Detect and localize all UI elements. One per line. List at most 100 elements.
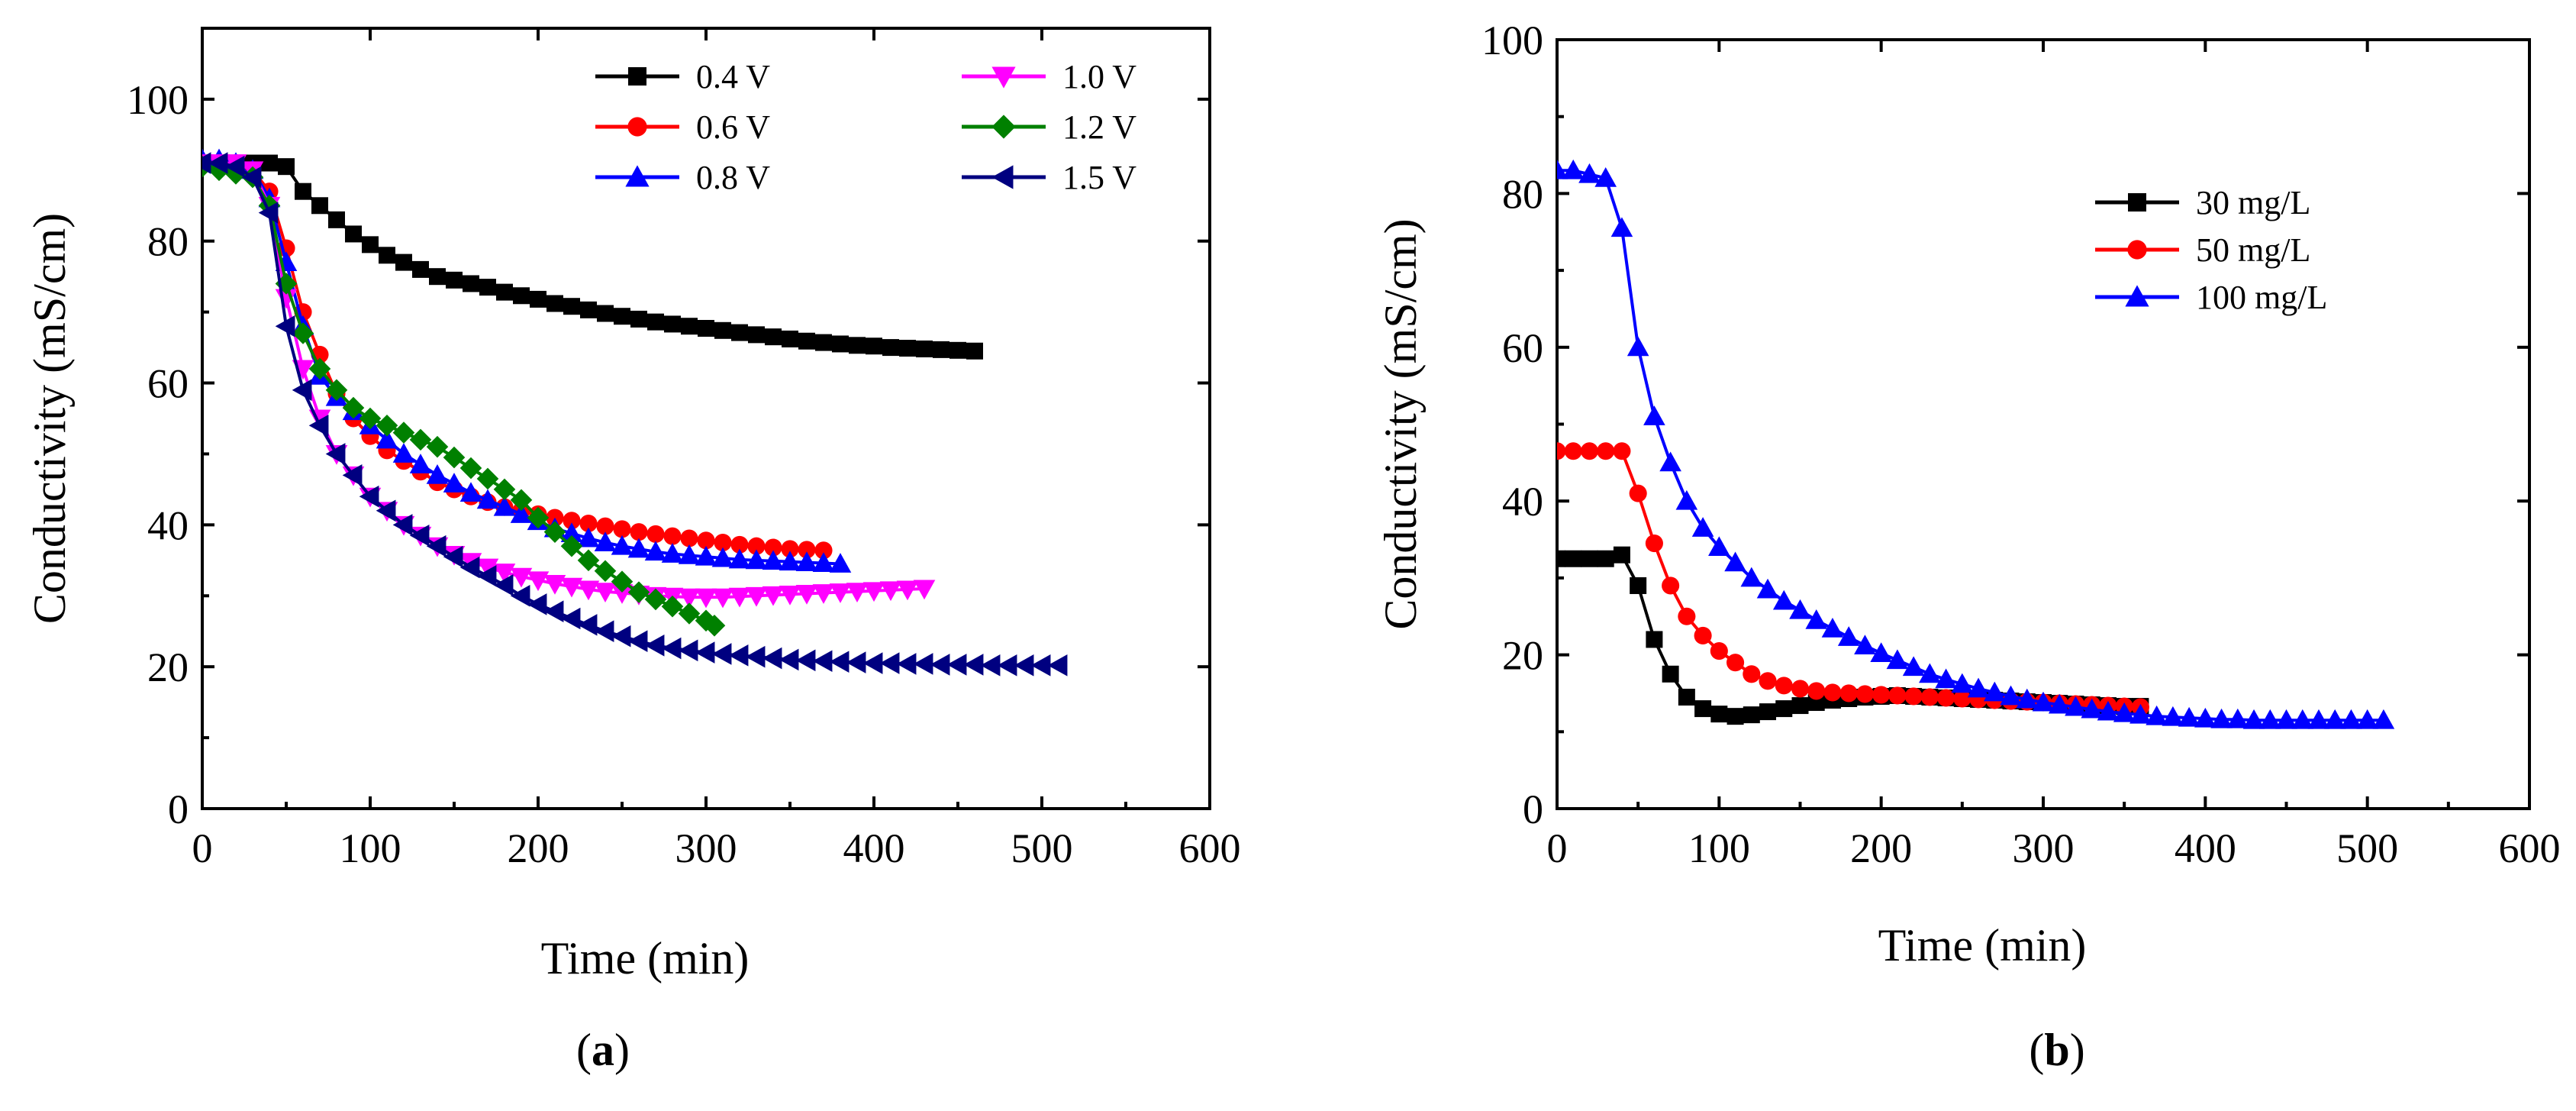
marker-square (1775, 700, 1793, 718)
marker-triangle-left (644, 635, 665, 657)
marker-triangle-up (745, 549, 768, 570)
y-tick-label: 40 (1502, 479, 1543, 525)
legend-item: 0.4 V (595, 58, 770, 95)
marker-square (1743, 706, 1760, 724)
marker-square (966, 342, 983, 360)
series-0-4-v (202, 154, 983, 360)
legend-item: 0.8 V (595, 159, 770, 196)
plot-area (202, 148, 1068, 677)
marker-triangle-left (1030, 654, 1051, 677)
marker-triangle-up (1740, 567, 1763, 587)
x-tick-label: 400 (2175, 825, 2236, 871)
marker-triangle-up (2258, 709, 2281, 729)
marker-circle (814, 541, 833, 560)
caption-letter: a (592, 1025, 614, 1075)
marker-square (681, 318, 698, 335)
series-line (202, 161, 975, 353)
x-axis-title: Time (min) (541, 933, 750, 983)
x-axis-title: Time (min) (1878, 920, 2087, 971)
marker-triangle-up (2242, 709, 2265, 729)
marker-circle (627, 117, 647, 137)
marker-triangle-left (946, 654, 967, 676)
marker-circle (747, 537, 766, 555)
marker-triangle-up (1659, 451, 1681, 472)
marker-diamond (594, 560, 617, 583)
marker-circle (1629, 484, 1647, 502)
marker-triangle-down (510, 567, 533, 588)
marker-triangle-up (1675, 489, 1698, 510)
marker-triangle-up (1691, 517, 1714, 537)
marker-triangle-up (2146, 705, 2168, 725)
marker-square (1646, 631, 1663, 648)
marker-triangle-left (1014, 654, 1034, 677)
marker-triangle-left (560, 607, 581, 630)
y-axis-title: Conductivity (mS/cm) (1375, 218, 1426, 629)
marker-circle (714, 534, 732, 552)
marker-triangle-up (1562, 159, 1585, 179)
marker-circle (1855, 685, 1874, 703)
marker-triangle-up (2081, 698, 2103, 719)
marker-circle (663, 527, 682, 545)
caption-letter: b (2044, 1025, 2069, 1075)
marker-triangle-up (2291, 709, 2314, 729)
marker-triangle-down (913, 580, 936, 600)
x-tick-label: 0 (1547, 825, 1568, 871)
legend-label: 50 mg/L (2196, 231, 2310, 269)
marker-square (496, 283, 513, 301)
marker-square (1710, 706, 1728, 723)
marker-circle (1759, 672, 1777, 690)
marker-circle (1904, 687, 1923, 706)
marker-diamond (627, 581, 650, 603)
marker-circle (697, 531, 715, 550)
x-tick-label: 300 (2013, 825, 2075, 871)
marker-triangle-up (2275, 709, 2297, 729)
legend-label: 30 mg/L (2196, 184, 2310, 221)
marker-triangle-up (2226, 708, 2249, 728)
marker-circle (1888, 686, 1907, 705)
marker-triangle-up (795, 551, 818, 572)
marker-square (698, 320, 714, 337)
marker-circle (1613, 442, 1631, 460)
marker-triangle-up (2016, 688, 2039, 709)
marker-triangle-down (577, 580, 600, 601)
marker-triangle-up (2113, 702, 2136, 722)
marker-square (748, 326, 765, 344)
marker-circle (579, 514, 598, 533)
marker-triangle-up (426, 464, 449, 484)
marker-square (899, 340, 916, 357)
y-tick-label: 20 (1502, 633, 1543, 679)
marker-diamond (703, 614, 726, 637)
panel-caption: (b) (2029, 1025, 2084, 1075)
marker-triangle-up (510, 503, 533, 523)
marker-circle (596, 517, 614, 535)
marker-triangle-up (1724, 551, 1746, 572)
marker-circle (1872, 686, 1891, 704)
marker-diamond (543, 521, 566, 543)
x-tick-label: 600 (1179, 825, 1241, 871)
marker-circle (1823, 683, 1842, 702)
marker-triangle-up (611, 535, 634, 555)
legend-label: 1.2 V (1062, 108, 1136, 146)
marker-circle (1839, 684, 1858, 702)
x-tick-label: 600 (2499, 825, 2561, 871)
marker-triangle-left (930, 654, 950, 676)
marker-triangle-left (862, 652, 883, 674)
marker-triangle-down (527, 571, 550, 592)
marker-triangle-left (241, 166, 262, 189)
marker-triangle-down (829, 583, 852, 603)
marker-triangle-up (1854, 635, 1876, 654)
x-tick-label: 0 (192, 825, 213, 871)
marker-square (1678, 688, 1695, 706)
marker-triangle-up (1886, 649, 1909, 670)
marker-triangle-up (2048, 693, 2071, 714)
marker-diamond (678, 602, 701, 625)
marker-circle (1791, 680, 1810, 698)
marker-triangle-up (695, 545, 717, 566)
marker-triangle-up (459, 482, 482, 502)
x-tick-label: 500 (2336, 825, 2398, 871)
y-tick-label: 80 (147, 219, 189, 265)
marker-circle (1775, 677, 1793, 695)
legend-item: 1.2 V (962, 108, 1136, 146)
marker-triangle-left (224, 155, 245, 178)
